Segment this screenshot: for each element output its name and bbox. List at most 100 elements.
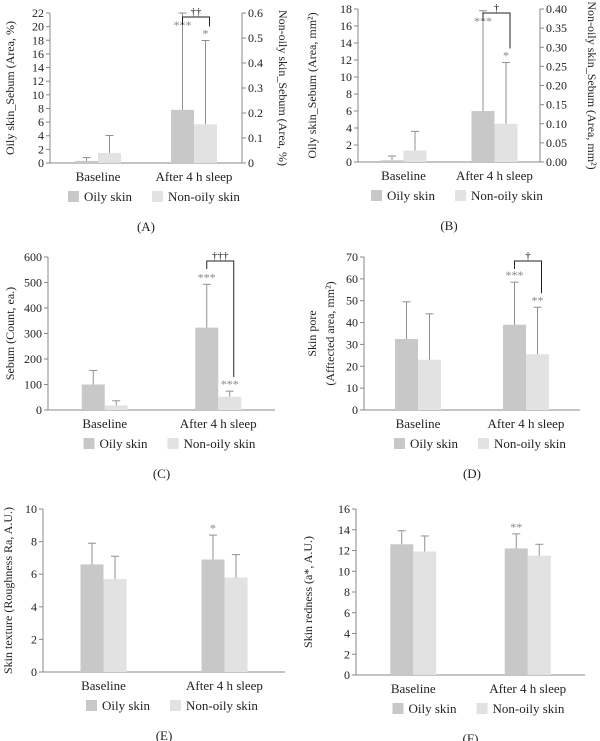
significance-mark: *** [221, 377, 239, 391]
y-tick-label: 0 [38, 156, 44, 170]
y-tick-label: 50 [346, 294, 358, 308]
y2-tick-label: 0.6 [248, 6, 263, 20]
category-label: Baseline [381, 168, 426, 183]
y-tick-label: 2 [31, 632, 37, 646]
legend-swatch-oily [394, 438, 405, 449]
category-label: After 4 h sleep [456, 168, 533, 183]
legend-swatch-nonoily [152, 191, 163, 202]
y-tick-label: 6 [31, 567, 37, 581]
legend-swatch-oily [371, 190, 382, 201]
legend-swatch-nonoily [478, 438, 489, 449]
y2-tick-label: 0.5 [248, 31, 263, 45]
y-tick-label: 6 [38, 115, 44, 129]
y2-axis-label: Non-oily skin_Sebum (Area, %) [276, 10, 290, 166]
bar-nonoily [194, 124, 217, 163]
y2-tick-label: 0.25 [546, 59, 567, 73]
y-tick-label: 20 [32, 20, 44, 34]
y-axis-label-line2: (Afftected area, mm²) [323, 281, 337, 385]
bar-nonoily [103, 579, 127, 672]
y-tick-label: 16 [32, 47, 44, 61]
bar-nonoily [526, 354, 549, 410]
y-tick-label: 22 [32, 6, 44, 20]
bar-oily [195, 327, 219, 410]
y2-tick-label: 0.30 [546, 40, 567, 54]
legend-label-oily: Oily skin [409, 701, 458, 716]
legend-label-nonoily: Non-oily skin [493, 701, 565, 716]
y-tick-label: 100 [24, 378, 42, 392]
y-tick-label: 10 [346, 381, 358, 395]
significance-bracket [482, 12, 511, 49]
legend-swatch-nonoily [455, 190, 466, 201]
y-tick-label: 10 [340, 70, 352, 84]
legend-label-oily: Oily skin [84, 189, 133, 204]
bar-oily [75, 160, 98, 163]
significance-bracket [182, 16, 210, 27]
y2-tick-label: 0.15 [546, 98, 567, 112]
bar-nonoily [104, 405, 128, 410]
y-tick-label: 4 [344, 627, 350, 641]
y2-tick-label: 0.3 [248, 81, 263, 95]
bar-nonoily [418, 359, 441, 410]
bracket-dagger: †† [191, 6, 203, 18]
y-tick-label: 0 [346, 155, 352, 169]
bar-oily [201, 559, 225, 672]
y-tick-label: 12 [338, 544, 350, 558]
legend-swatch-oily [86, 700, 97, 711]
y-tick-label: 200 [24, 352, 42, 366]
chart-panel-b: 0 2 4 6 8 10 12 14 16 18 0.00 0.05 0.10 0.15 0.20 0.25 0… [305, 1, 599, 233]
y-tick-label: 8 [38, 101, 44, 115]
y2-tick-label: 0.35 [546, 21, 567, 35]
bar-nonoily [494, 123, 518, 162]
bar-oily [390, 544, 414, 675]
y-tick-label: 14 [338, 523, 350, 537]
y2-tick-label: 0.4 [248, 56, 263, 70]
y2-tick-label: 0.10 [546, 117, 567, 131]
y2-tick-label: 0.40 [546, 2, 567, 16]
bar-oily [395, 338, 418, 410]
y-tick-label: 30 [346, 337, 358, 351]
y2-tick-label: 0.20 [546, 79, 567, 93]
y-axis-label: Oily skin_Sebum (Area, mm²) [305, 12, 319, 158]
bar-nonoily [218, 396, 242, 410]
y-tick-label: 18 [340, 2, 352, 16]
significance-mark: *** [198, 270, 216, 284]
legend-swatch-nonoily [476, 703, 488, 714]
significance-bracket [206, 260, 235, 378]
legend-label-nonoily: Non-oily skin [168, 189, 240, 204]
y-tick-label: 0 [344, 668, 350, 682]
y-tick-label: 8 [346, 87, 352, 101]
bar-oily [81, 384, 105, 410]
category-label: After 4 h sleep [488, 416, 565, 431]
legend-swatch-nonoily [167, 438, 179, 449]
legend-label-oily: Oily skin [102, 698, 151, 713]
y2-tick-label: 0.2 [248, 106, 263, 120]
y-tick-label: 60 [346, 272, 358, 286]
bar-nonoily [224, 577, 248, 672]
y-tick-label: 14 [340, 36, 352, 50]
significance-mark: ** [532, 293, 544, 307]
legend-swatch-oily [68, 191, 79, 202]
y-tick-label: 8 [31, 535, 37, 549]
category-label: After 4 h sleep [156, 169, 233, 184]
y-tick-label: 10 [25, 502, 37, 516]
y-tick-label: 4 [346, 121, 352, 135]
y-tick-label: 0 [31, 665, 37, 679]
category-label: After 4 h sleep [186, 678, 263, 693]
y-tick-label: 16 [338, 502, 350, 516]
significance-mark: * [203, 27, 209, 41]
y-tick-label: 2 [38, 142, 44, 156]
chart-panel-d: 0 10 20 30 40 50 60 70 Skin pore (Afftected area,… [305, 250, 580, 481]
significance-mark: * [210, 521, 216, 535]
significance-bracket [514, 260, 542, 294]
category-label: After 4 h sleep [180, 416, 257, 431]
bracket-dagger: † [525, 250, 531, 262]
y2-tick-label: 0.00 [546, 155, 567, 169]
bar-nonoily [527, 555, 551, 675]
y-tick-label: 12 [340, 53, 352, 67]
y-tick-label: 6 [346, 104, 352, 118]
bar-oily [171, 109, 194, 163]
y2-tick-label: 0 [248, 156, 254, 170]
chart-panel-c: 0 100 200 300 400 500 600 Sebum (Count, ea.) ***… [3, 250, 275, 481]
bar-oily [80, 564, 104, 672]
